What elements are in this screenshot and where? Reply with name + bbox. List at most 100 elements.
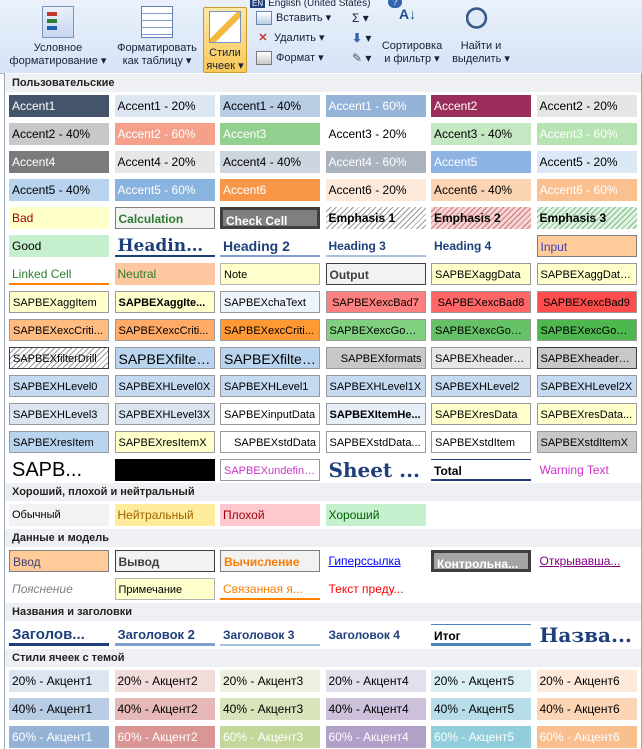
style-swatch[interactable]: SAPBEXaggData bbox=[431, 263, 531, 285]
style-swatch[interactable]: Текст преду... bbox=[325, 578, 426, 600]
style-swatch[interactable]: Accent2 bbox=[431, 95, 531, 117]
sort-filter-button[interactable]: Сортировка и фильтр ▾ bbox=[380, 6, 444, 66]
style-swatch[interactable]: 20% - Акцент2 bbox=[114, 670, 215, 692]
style-swatch[interactable]: 40% - Акцент6 bbox=[536, 698, 637, 720]
style-swatch[interactable]: 20% - Акцент3 bbox=[220, 670, 320, 692]
style-swatch[interactable]: Accent1 - 40% bbox=[220, 95, 320, 117]
style-swatch[interactable]: SAPBEXItemHe... bbox=[325, 403, 426, 425]
style-swatch[interactable]: Заголовок 3 bbox=[220, 624, 320, 646]
style-swatch[interactable]: Heading 1 bbox=[114, 235, 215, 257]
style-swatch[interactable]: 60% - Акцент3 bbox=[220, 726, 320, 748]
style-swatch[interactable]: Bad bbox=[9, 207, 109, 229]
style-swatch[interactable]: SAPBEXchaText bbox=[220, 291, 320, 313]
style-swatch[interactable]: Sheet ... bbox=[325, 459, 426, 481]
style-swatch[interactable]: Emphasis 2 bbox=[431, 207, 531, 229]
conditional-formatting-button[interactable]: Условное форматирование ▾ bbox=[6, 6, 110, 68]
style-swatch[interactable]: Вывод bbox=[114, 550, 215, 572]
style-swatch[interactable]: Heading 2 bbox=[220, 235, 320, 257]
style-swatch[interactable]: Accent4 bbox=[9, 151, 109, 173]
style-swatch[interactable]: SAPBEXundefined bbox=[220, 459, 320, 481]
style-swatch[interactable]: SAPBEXresItem bbox=[9, 431, 109, 453]
style-swatch[interactable]: Заголовок 2 bbox=[114, 624, 215, 646]
style-swatch[interactable]: Ввод bbox=[9, 550, 109, 572]
style-swatch[interactable]: SAPBEXheaderT... bbox=[536, 347, 637, 369]
language-indicator[interactable]: EN English (United States) bbox=[250, 0, 370, 8]
style-swatch[interactable]: Accent5 - 60% bbox=[114, 179, 215, 201]
style-swatch[interactable]: SAPBEXHLevel2X bbox=[536, 375, 637, 397]
find-select-button[interactable]: Найти и выделить ▾ bbox=[452, 6, 510, 66]
style-swatch[interactable]: 20% - Акцент4 bbox=[325, 670, 426, 692]
format-button[interactable]: Формат ▾ bbox=[256, 48, 331, 68]
style-swatch[interactable]: SAPBEXresData... bbox=[536, 403, 637, 425]
style-swatch[interactable]: SAPBEXstdItem bbox=[431, 431, 531, 453]
style-swatch[interactable]: Accent5 bbox=[431, 151, 531, 173]
clear-button[interactable]: ✎ ▾ bbox=[352, 48, 371, 68]
style-swatch[interactable]: Accent2 - 60% bbox=[114, 123, 215, 145]
style-swatch[interactable]: Вычисление bbox=[220, 550, 320, 572]
style-swatch[interactable]: Accent2 - 20% bbox=[536, 95, 637, 117]
style-swatch[interactable]: Neutral bbox=[114, 263, 215, 285]
style-swatch[interactable]: Гиперссылка bbox=[325, 550, 426, 572]
style-swatch[interactable]: SAPBEXstdData... bbox=[325, 431, 426, 453]
style-swatch[interactable]: SAPBEXaggItem bbox=[9, 291, 109, 313]
style-swatch[interactable]: Accent1 bbox=[9, 95, 109, 117]
style-swatch[interactable]: Открывавша... bbox=[536, 550, 637, 572]
style-swatch[interactable]: Emphasis 3 bbox=[536, 207, 637, 229]
style-swatch[interactable]: SAPBEXexcGood2 bbox=[431, 319, 531, 341]
style-swatch[interactable]: Accent6 - 20% bbox=[325, 179, 426, 201]
style-swatch[interactable] bbox=[114, 459, 215, 481]
style-swatch[interactable]: SAPBEXHLevel0 bbox=[9, 375, 109, 397]
style-swatch[interactable]: 60% - Акцент5 bbox=[431, 726, 531, 748]
style-swatch[interactable]: SAPBEXexcBad8 bbox=[431, 291, 531, 313]
style-swatch[interactable]: SAPBEXexcBad7 bbox=[325, 291, 426, 313]
style-swatch[interactable]: Heading 3 bbox=[325, 235, 426, 257]
style-swatch[interactable]: Emphasis 1 bbox=[325, 207, 426, 229]
help-icon[interactable]: ? bbox=[388, 0, 402, 8]
style-swatch[interactable]: Accent6 bbox=[220, 179, 320, 201]
style-swatch[interactable]: SAPBEXheaderIt... bbox=[431, 347, 531, 369]
style-swatch[interactable]: SAPBEXexcCriti... bbox=[220, 319, 320, 341]
style-swatch[interactable]: 60% - Акцент2 bbox=[114, 726, 215, 748]
style-swatch[interactable]: Связанная я... bbox=[220, 578, 320, 600]
style-swatch[interactable]: Output bbox=[325, 263, 426, 285]
style-swatch[interactable]: SAPBEXHLevel3 bbox=[9, 403, 109, 425]
style-swatch[interactable]: Итог bbox=[431, 624, 531, 646]
style-swatch[interactable]: Warning Text bbox=[536, 459, 637, 481]
style-swatch[interactable]: Calculation bbox=[114, 207, 215, 229]
style-swatch[interactable]: Accent4 - 60% bbox=[325, 151, 426, 173]
insert-button[interactable]: Вставить ▾ bbox=[256, 8, 331, 28]
delete-button[interactable]: ✕ Удалить ▾ bbox=[256, 28, 331, 48]
style-swatch[interactable]: Check Cell bbox=[220, 207, 320, 229]
style-swatch[interactable]: SAPBEXfilter... bbox=[220, 347, 320, 369]
style-swatch[interactable]: Accent5 - 40% bbox=[9, 179, 109, 201]
style-swatch[interactable]: Назва... bbox=[536, 624, 637, 646]
style-swatch[interactable]: Нейтральный bbox=[114, 504, 215, 526]
style-swatch[interactable]: 60% - Акцент1 bbox=[9, 726, 109, 748]
fill-button[interactable]: ⬇ ▾ bbox=[352, 28, 371, 48]
autosum-button[interactable]: Σ ▾ bbox=[352, 8, 371, 28]
style-swatch[interactable]: Контрольна... bbox=[431, 550, 531, 572]
style-swatch[interactable]: Заголовок 4 bbox=[325, 624, 426, 646]
style-swatch[interactable]: Плохой bbox=[220, 504, 320, 526]
style-swatch[interactable]: Примечание bbox=[114, 578, 215, 600]
style-swatch[interactable]: Accent1 - 20% bbox=[114, 95, 215, 117]
style-swatch[interactable]: SAPBEXresData bbox=[431, 403, 531, 425]
style-swatch[interactable]: SAPBEXfilterDrill bbox=[9, 347, 109, 369]
style-swatch[interactable]: Обычный bbox=[9, 504, 109, 526]
style-swatch[interactable]: SAPBEXresItemX bbox=[114, 431, 215, 453]
style-swatch[interactable]: Good bbox=[9, 235, 109, 257]
style-swatch[interactable]: Accent1 - 60% bbox=[325, 95, 426, 117]
style-swatch[interactable]: 40% - Акцент3 bbox=[220, 698, 320, 720]
style-swatch[interactable]: 40% - Акцент1 bbox=[9, 698, 109, 720]
style-swatch[interactable]: 20% - Акцент5 bbox=[431, 670, 531, 692]
style-swatch[interactable]: SAPBEXHLevel1 bbox=[220, 375, 320, 397]
style-swatch[interactable]: Accent6 - 60% bbox=[536, 179, 637, 201]
style-swatch[interactable]: 40% - Акцент5 bbox=[431, 698, 531, 720]
style-swatch[interactable]: SAPBEXaggIte... bbox=[114, 291, 215, 313]
style-swatch[interactable]: SAPBEXexcBad9 bbox=[536, 291, 637, 313]
style-swatch[interactable]: Accent5 - 20% bbox=[536, 151, 637, 173]
style-swatch[interactable]: SAPBEXformats bbox=[325, 347, 426, 369]
style-swatch[interactable]: SAPBEXexcGood3 bbox=[536, 319, 637, 341]
style-swatch[interactable]: SAPBEXexcGood1 bbox=[325, 319, 426, 341]
style-swatch[interactable]: 60% - Акцент6 bbox=[536, 726, 637, 748]
